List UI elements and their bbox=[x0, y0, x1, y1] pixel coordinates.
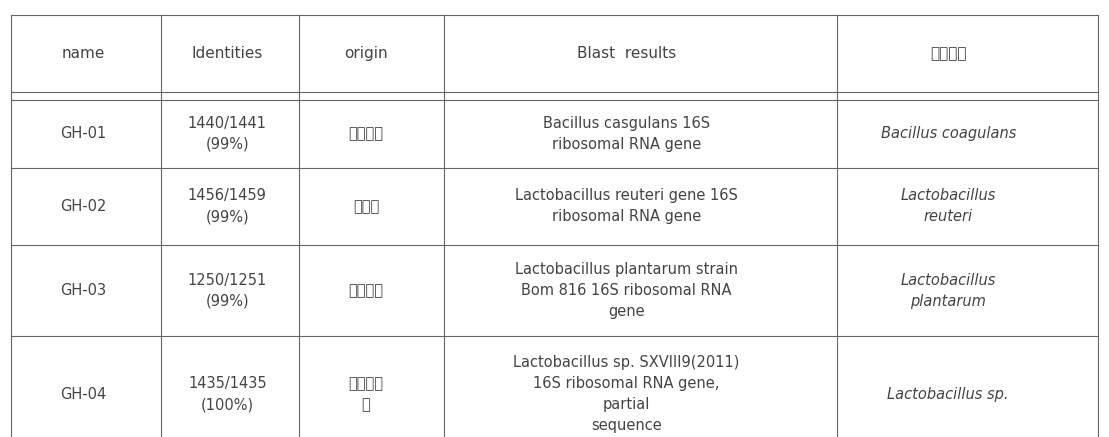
Text: 브로콜리: 브로콜리 bbox=[348, 126, 384, 142]
Text: Identities: Identities bbox=[192, 46, 263, 61]
Text: Bacillus casgulans 16S
ribosomal RNA gene: Bacillus casgulans 16S ribosomal RNA gen… bbox=[543, 116, 710, 152]
Text: 1250/1251
(99%): 1250/1251 (99%) bbox=[187, 273, 267, 309]
Text: Lactobacillus reuteri gene 16S
ribosomal RNA gene: Lactobacillus reuteri gene 16S ribosomal… bbox=[516, 188, 737, 225]
Text: GH-04: GH-04 bbox=[60, 387, 106, 402]
Text: 감귈미숙
과: 감귈미숙 과 bbox=[348, 376, 384, 413]
Text: Lactobacillus sp. SXVIII9(2011)
16S ribosomal RNA gene,
partial
sequence: Lactobacillus sp. SXVIII9(2011) 16S ribo… bbox=[513, 355, 740, 434]
Text: 1440/1441
(99%): 1440/1441 (99%) bbox=[187, 116, 267, 152]
Text: 동정결과: 동정결과 bbox=[930, 46, 966, 61]
Text: origin: origin bbox=[344, 46, 388, 61]
Text: Bacillus coagulans: Bacillus coagulans bbox=[881, 126, 1016, 142]
Text: GH-02: GH-02 bbox=[60, 199, 106, 214]
Text: 1435/1435
(100%): 1435/1435 (100%) bbox=[189, 376, 266, 413]
Text: 브로콜리: 브로콜리 bbox=[348, 283, 384, 298]
Text: name: name bbox=[61, 46, 105, 61]
Text: Lactobacillus plantarum strain
Bom 816 16S ribosomal RNA
gene: Lactobacillus plantarum strain Bom 816 1… bbox=[515, 262, 739, 319]
Text: GH-01: GH-01 bbox=[60, 126, 106, 142]
Text: GH-03: GH-03 bbox=[60, 283, 106, 298]
Text: 번행초: 번행초 bbox=[353, 199, 379, 214]
Text: Lactobacillus
reuteri: Lactobacillus reuteri bbox=[901, 188, 996, 225]
Text: 1456/1459
(99%): 1456/1459 (99%) bbox=[187, 188, 267, 225]
Text: Lactobacillus sp.: Lactobacillus sp. bbox=[887, 387, 1009, 402]
Text: Lactobacillus
plantarum: Lactobacillus plantarum bbox=[901, 273, 996, 309]
Text: Blast  results: Blast results bbox=[577, 46, 676, 61]
